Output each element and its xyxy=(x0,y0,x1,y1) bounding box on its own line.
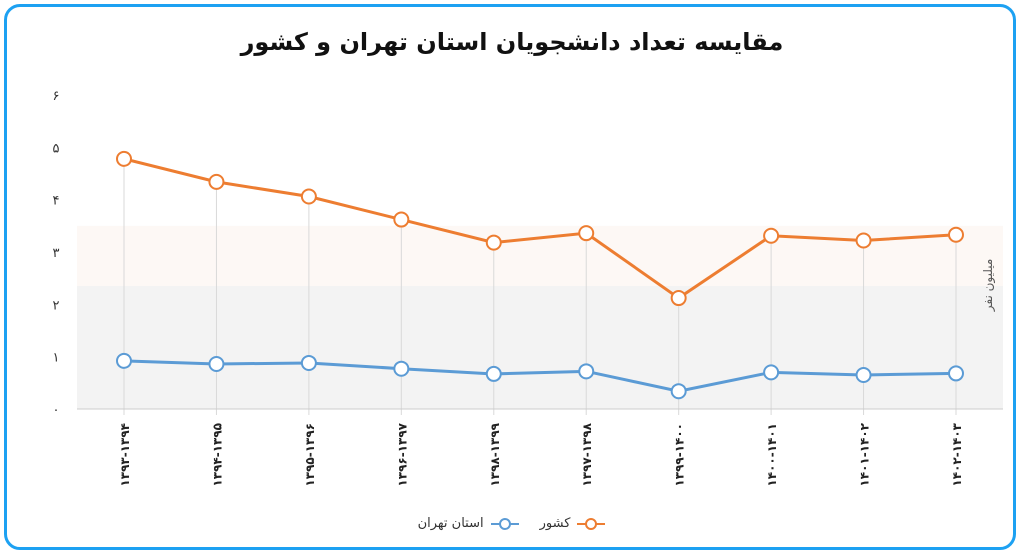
y-tick-label: ۵ xyxy=(53,141,60,156)
legend-label: استان تهران xyxy=(417,516,484,531)
y-tick-label: ۴ xyxy=(53,194,60,209)
legend-swatch xyxy=(577,517,606,530)
legend-label: کشور xyxy=(539,516,571,531)
y-tick-label: ۶ xyxy=(53,89,60,104)
data-point xyxy=(763,364,780,381)
data-point xyxy=(116,150,132,167)
data-point xyxy=(208,173,225,190)
x-tick-label: ۱۳۹۷-۱۳۹۸ xyxy=(580,422,594,486)
legend-item[interactable]: کشور xyxy=(540,516,607,531)
x-tick-label: ۱۳۹۳-۱۳۹۴ xyxy=(118,423,132,487)
x-tick-label: ۱۴۰۱-۱۴۰۲ xyxy=(858,422,872,486)
data-point xyxy=(578,363,595,380)
data-point xyxy=(300,354,317,371)
legend: استان تهران کشور xyxy=(0,516,1024,535)
data-point xyxy=(855,366,872,383)
y-axis-title: میلیون نفر xyxy=(981,259,996,313)
data-point xyxy=(578,225,595,242)
data-point xyxy=(948,226,964,243)
data-point xyxy=(393,211,410,228)
x-tick-label: ۱۴۰۲-۱۴۰۳ xyxy=(950,422,964,486)
x-tick-label: ۱۳۹۵-۱۳۹۶ xyxy=(303,423,317,487)
x-tick-label: ۱۴۰۰-۱۴۰۱ xyxy=(765,423,779,487)
chart-title: مقایسه تعداد دانشجویان استان تهران و کشو… xyxy=(240,28,784,56)
x-tick-label: ۱۳۹۶-۱۳۹۷ xyxy=(395,422,409,486)
legend-swatch xyxy=(490,517,519,530)
data-point xyxy=(485,365,502,382)
data-point xyxy=(485,234,502,251)
y-tick-label: ۲ xyxy=(53,298,60,313)
y-tick-label: ۰ xyxy=(53,403,60,418)
data-point xyxy=(763,227,780,244)
series-line xyxy=(123,157,957,300)
plot-band-upper xyxy=(77,225,1003,287)
data-point xyxy=(670,290,687,307)
data-point xyxy=(855,232,872,249)
x-tick-label: ۱۳۹۸-۱۳۹۹ xyxy=(488,422,502,486)
data-point xyxy=(670,383,687,400)
data-point xyxy=(300,188,317,205)
data-point xyxy=(116,352,132,369)
x-tick-label: ۱۳۹۴-۱۳۹۵ xyxy=(210,423,224,487)
legend-item[interactable]: استان تهران xyxy=(418,516,520,531)
y-tick-label: ۳ xyxy=(53,246,60,261)
y-tick-label: ۱ xyxy=(53,351,60,366)
plot-band-lower xyxy=(77,286,1003,409)
data-point xyxy=(393,360,410,377)
data-point xyxy=(948,365,964,382)
data-point xyxy=(208,355,225,372)
series-line xyxy=(123,359,957,393)
x-tick-label: ۱۳۹۹-۱۴۰۰ xyxy=(673,423,687,487)
